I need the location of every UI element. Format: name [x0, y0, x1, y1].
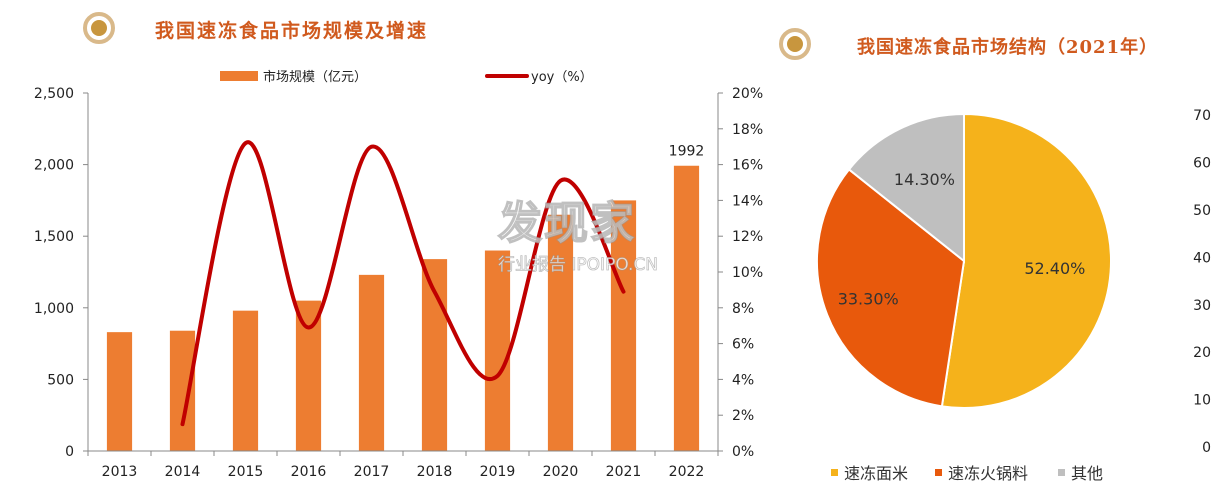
bar-series	[106, 165, 700, 451]
legend-label-line: yoy（%）	[531, 70, 593, 85]
partial-axis-tick-label: 10	[1193, 393, 1211, 409]
data-label: 1992	[669, 144, 705, 160]
partial-axis-tick-label: 60	[1193, 156, 1211, 172]
y-tick-label: 500	[47, 372, 74, 388]
bar-2022	[673, 165, 700, 451]
pie-slices	[816, 112, 1112, 409]
pie-label: 33.30%	[838, 290, 899, 309]
bar-2021	[610, 200, 637, 451]
left-heading-icon	[83, 12, 115, 44]
pie-legend-swatch	[831, 469, 838, 476]
combo-legend: 市场规模（亿元） yoy（%）	[220, 69, 593, 85]
y-tick-label: 0	[65, 444, 74, 460]
x-tick-label: 2019	[480, 464, 516, 480]
partial-axis-tick-label: 30	[1193, 298, 1211, 314]
x-tick-label: 2020	[543, 464, 579, 480]
x-tick-label: 2018	[417, 464, 453, 480]
pie-legend-label: 速冻面米	[844, 464, 908, 483]
partial-axis-tick-label: 20	[1193, 345, 1211, 361]
y2-tick-label: 8%	[732, 301, 754, 317]
pie-label: 52.40%	[1024, 259, 1085, 278]
pie-legend-swatch	[1058, 469, 1065, 476]
bar-2016	[295, 300, 322, 451]
pie-label: 14.30%	[894, 170, 955, 189]
pie-slice-3	[847, 112, 965, 264]
left-chart-title: 我国速冻食品市场规模及增速	[155, 20, 429, 42]
right-heading-icon	[779, 28, 811, 60]
y2-tick-label: 16%	[732, 158, 763, 174]
legend-swatch-bar	[220, 71, 258, 81]
partial-axis-tick-label: 50	[1193, 203, 1211, 219]
y-tick-label: 2,000	[34, 158, 74, 174]
y2-tick-label: 14%	[732, 193, 763, 209]
pie-legend-swatch	[935, 469, 942, 476]
bar-2019	[484, 250, 511, 451]
x-tick-label: 2016	[291, 464, 327, 480]
y2-tick-label: 4%	[732, 372, 754, 388]
right-chart-title: 我国速冻食品市场结构（2021年）	[857, 37, 1159, 58]
y2-tick-label: 6%	[732, 337, 754, 353]
partial-axis-tick-label: 70	[1193, 108, 1211, 124]
pie-legend-label: 速冻火锅料	[948, 464, 1028, 483]
x-tick-label: 2013	[102, 464, 138, 480]
bar-2014	[169, 330, 196, 451]
x-tick-label: 2022	[669, 464, 705, 480]
y2-tick-label: 0%	[732, 444, 754, 460]
y-tick-label: 1,500	[34, 229, 74, 245]
bar-2020	[547, 214, 574, 451]
y2-tick-label: 10%	[732, 265, 763, 281]
partial-axis-tick-label: 40	[1193, 250, 1211, 266]
y2-tick-label: 12%	[732, 229, 763, 245]
y2-tick-label: 20%	[732, 86, 763, 102]
y2-tick-label: 18%	[732, 122, 763, 138]
pie-legend: 速冻面米 速冻火锅料 其他	[831, 464, 1103, 483]
y-tick-label: 2,500	[34, 86, 74, 102]
pie-slice-1	[940, 112, 1112, 409]
x-tick-label: 2017	[354, 464, 390, 480]
market-structure-pie-chart: 52.40% 33.30% 14.30% 速冻面米 速冻火锅料 其他 0 10 20 30 40…	[816, 108, 1211, 483]
bar-2013	[106, 332, 133, 451]
pie-legend-label: 其他	[1071, 464, 1103, 483]
y-tick-label: 1,000	[34, 301, 74, 317]
x-tick-label: 2015	[228, 464, 264, 480]
partial-axis-ticks: 0 10 20 30 40 50 60 70	[1193, 108, 1211, 456]
pie-slice-2	[816, 168, 966, 408]
market-size-combo-chart: 市场规模（亿元） yoy（%） 0 500 1,000 1,500 2,000 2,500 0…	[34, 69, 763, 480]
partial-axis-tick-label: 0	[1202, 440, 1211, 456]
legend-label-bar: 市场规模（亿元）	[263, 69, 367, 85]
x-tick-label: 2021	[606, 464, 642, 480]
x-tick-label: 2014	[165, 464, 201, 480]
bar-2017	[358, 274, 385, 451]
y2-tick-label: 2%	[732, 408, 754, 424]
line-series	[180, 140, 626, 427]
bar-2015	[232, 310, 259, 451]
